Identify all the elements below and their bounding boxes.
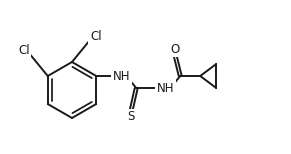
Text: Cl: Cl (18, 43, 30, 57)
Text: NH: NH (157, 81, 174, 95)
Text: Cl: Cl (90, 30, 102, 43)
Text: S: S (127, 111, 135, 124)
Text: O: O (171, 43, 180, 55)
Text: NH: NH (113, 69, 130, 83)
